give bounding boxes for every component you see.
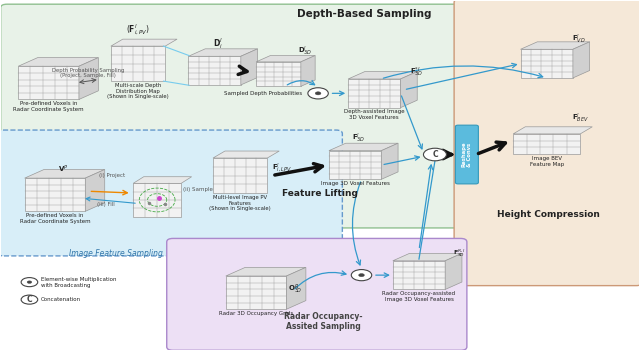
Text: $\mathbf{F}_{i,LPV}^{l}$: $\mathbf{F}_{i,LPV}^{l}$ <box>272 162 292 175</box>
Text: $\mathbf{F}_{3D}^{l}$: $\mathbf{F}_{3D}^{l}$ <box>352 132 365 145</box>
Polygon shape <box>111 46 165 81</box>
Text: $(\mathbf{F}_{i,PV}^{l})$: $(\mathbf{F}_{i,PV}^{l})$ <box>126 23 150 38</box>
Polygon shape <box>393 261 445 290</box>
Circle shape <box>27 281 32 283</box>
Text: $\mathbf{F}_{VD}^{l}$: $\mathbf{F}_{VD}^{l}$ <box>572 33 586 46</box>
Polygon shape <box>329 151 381 179</box>
Text: $\mathbf{D}_{3D}^{l}$: $\mathbf{D}_{3D}^{l}$ <box>298 44 312 58</box>
Text: Concatenation: Concatenation <box>41 297 81 302</box>
Polygon shape <box>381 143 398 179</box>
Polygon shape <box>213 158 268 193</box>
Polygon shape <box>85 170 105 211</box>
Polygon shape <box>25 170 105 178</box>
Text: Depth Probability Sampling
(Project, Sample, Fill): Depth Probability Sampling (Project, Sam… <box>52 67 124 78</box>
Polygon shape <box>520 49 573 78</box>
Circle shape <box>424 148 447 161</box>
FancyBboxPatch shape <box>167 238 467 350</box>
Polygon shape <box>213 151 279 158</box>
Polygon shape <box>133 177 191 183</box>
Text: $\mathbf{V}^{P}$: $\mathbf{V}^{P}$ <box>58 163 68 175</box>
Polygon shape <box>188 49 257 56</box>
Circle shape <box>316 92 321 95</box>
Text: $\mathbf{O}_{3D}^{R}$: $\mathbf{O}_{3D}^{R}$ <box>288 283 303 296</box>
Text: Radar 3D Occupancy Grids: Radar 3D Occupancy Grids <box>219 311 293 316</box>
Text: Image Feature Sampling: Image Feature Sampling <box>68 249 163 258</box>
Polygon shape <box>25 178 85 211</box>
Text: (iii) Fill: (iii) Fill <box>97 202 115 207</box>
Polygon shape <box>513 134 580 154</box>
Text: C: C <box>432 150 438 159</box>
Text: (i) Project: (i) Project <box>99 173 125 178</box>
Text: $\mathbf{F}_{3D}^{R,l}$: $\mathbf{F}_{3D}^{R,l}$ <box>453 247 466 259</box>
Polygon shape <box>329 143 398 151</box>
Text: (ii) Sample: (ii) Sample <box>182 187 212 192</box>
Polygon shape <box>513 127 592 134</box>
Circle shape <box>21 295 38 304</box>
Polygon shape <box>19 66 79 99</box>
Polygon shape <box>520 42 589 49</box>
Polygon shape <box>393 253 462 261</box>
Polygon shape <box>111 39 177 46</box>
Text: Element-wise Multiplication
with Broadcasting: Element-wise Multiplication with Broadca… <box>41 277 116 287</box>
Polygon shape <box>79 58 99 99</box>
FancyBboxPatch shape <box>1 4 461 228</box>
Polygon shape <box>301 55 315 86</box>
Circle shape <box>21 278 38 287</box>
FancyBboxPatch shape <box>454 0 640 286</box>
Text: $\mathbf{F}_{BEV}^{l}$: $\mathbf{F}_{BEV}^{l}$ <box>572 112 589 125</box>
Circle shape <box>308 88 328 99</box>
Polygon shape <box>256 62 301 86</box>
Text: Multi-scale Depth
Distribution Map
(Shown in Single-scale): Multi-scale Depth Distribution Map (Show… <box>107 83 169 99</box>
Text: Radar Occupancy-
Assited Sampling: Radar Occupancy- Assited Sampling <box>284 312 362 331</box>
Text: Reshape
& Convs: Reshape & Convs <box>461 142 472 167</box>
Polygon shape <box>226 276 287 309</box>
FancyBboxPatch shape <box>0 130 342 256</box>
FancyBboxPatch shape <box>456 125 478 184</box>
Text: Pre-defined Voxels in
Radar Coordinate System: Pre-defined Voxels in Radar Coordinate S… <box>13 101 84 112</box>
Polygon shape <box>573 42 589 78</box>
Text: Sampled Depth Probabilities: Sampled Depth Probabilities <box>224 91 302 96</box>
Text: Feature Lifting: Feature Lifting <box>282 190 358 198</box>
Text: Depth-assisted Image
3D Voxel Features: Depth-assisted Image 3D Voxel Features <box>344 110 404 120</box>
Circle shape <box>351 270 372 281</box>
Polygon shape <box>348 72 417 79</box>
Text: Image BEV
Feature Map: Image BEV Feature Map <box>529 156 564 167</box>
Polygon shape <box>256 55 315 62</box>
Text: Depth-Based Sampling: Depth-Based Sampling <box>298 9 432 19</box>
Polygon shape <box>188 56 241 85</box>
Polygon shape <box>133 183 181 217</box>
Text: Image 3D Voxel Features: Image 3D Voxel Features <box>321 181 390 186</box>
Text: Multi-level Image PV
Features
(Shown in Single-scale): Multi-level Image PV Features (Shown in … <box>209 195 271 211</box>
Polygon shape <box>401 72 417 108</box>
Text: Height Compression: Height Compression <box>497 211 600 219</box>
Text: C: C <box>27 295 32 304</box>
Text: $\mathbf{D}_{i}^{l}$: $\mathbf{D}_{i}^{l}$ <box>213 36 223 51</box>
Polygon shape <box>348 79 401 108</box>
Text: Radar Occupancy-assisted
Image 3D Voxel Features: Radar Occupancy-assisted Image 3D Voxel … <box>383 291 456 302</box>
Polygon shape <box>19 58 99 66</box>
Polygon shape <box>226 267 306 276</box>
Circle shape <box>358 273 364 277</box>
Polygon shape <box>287 267 306 309</box>
Text: Pre-defined Voxels in
Radar Coordinate System: Pre-defined Voxels in Radar Coordinate S… <box>20 213 90 224</box>
Polygon shape <box>241 49 257 85</box>
Text: $\mathbf{F}_{3D}^{*l}$: $\mathbf{F}_{3D}^{*l}$ <box>410 66 423 79</box>
Polygon shape <box>445 253 462 290</box>
